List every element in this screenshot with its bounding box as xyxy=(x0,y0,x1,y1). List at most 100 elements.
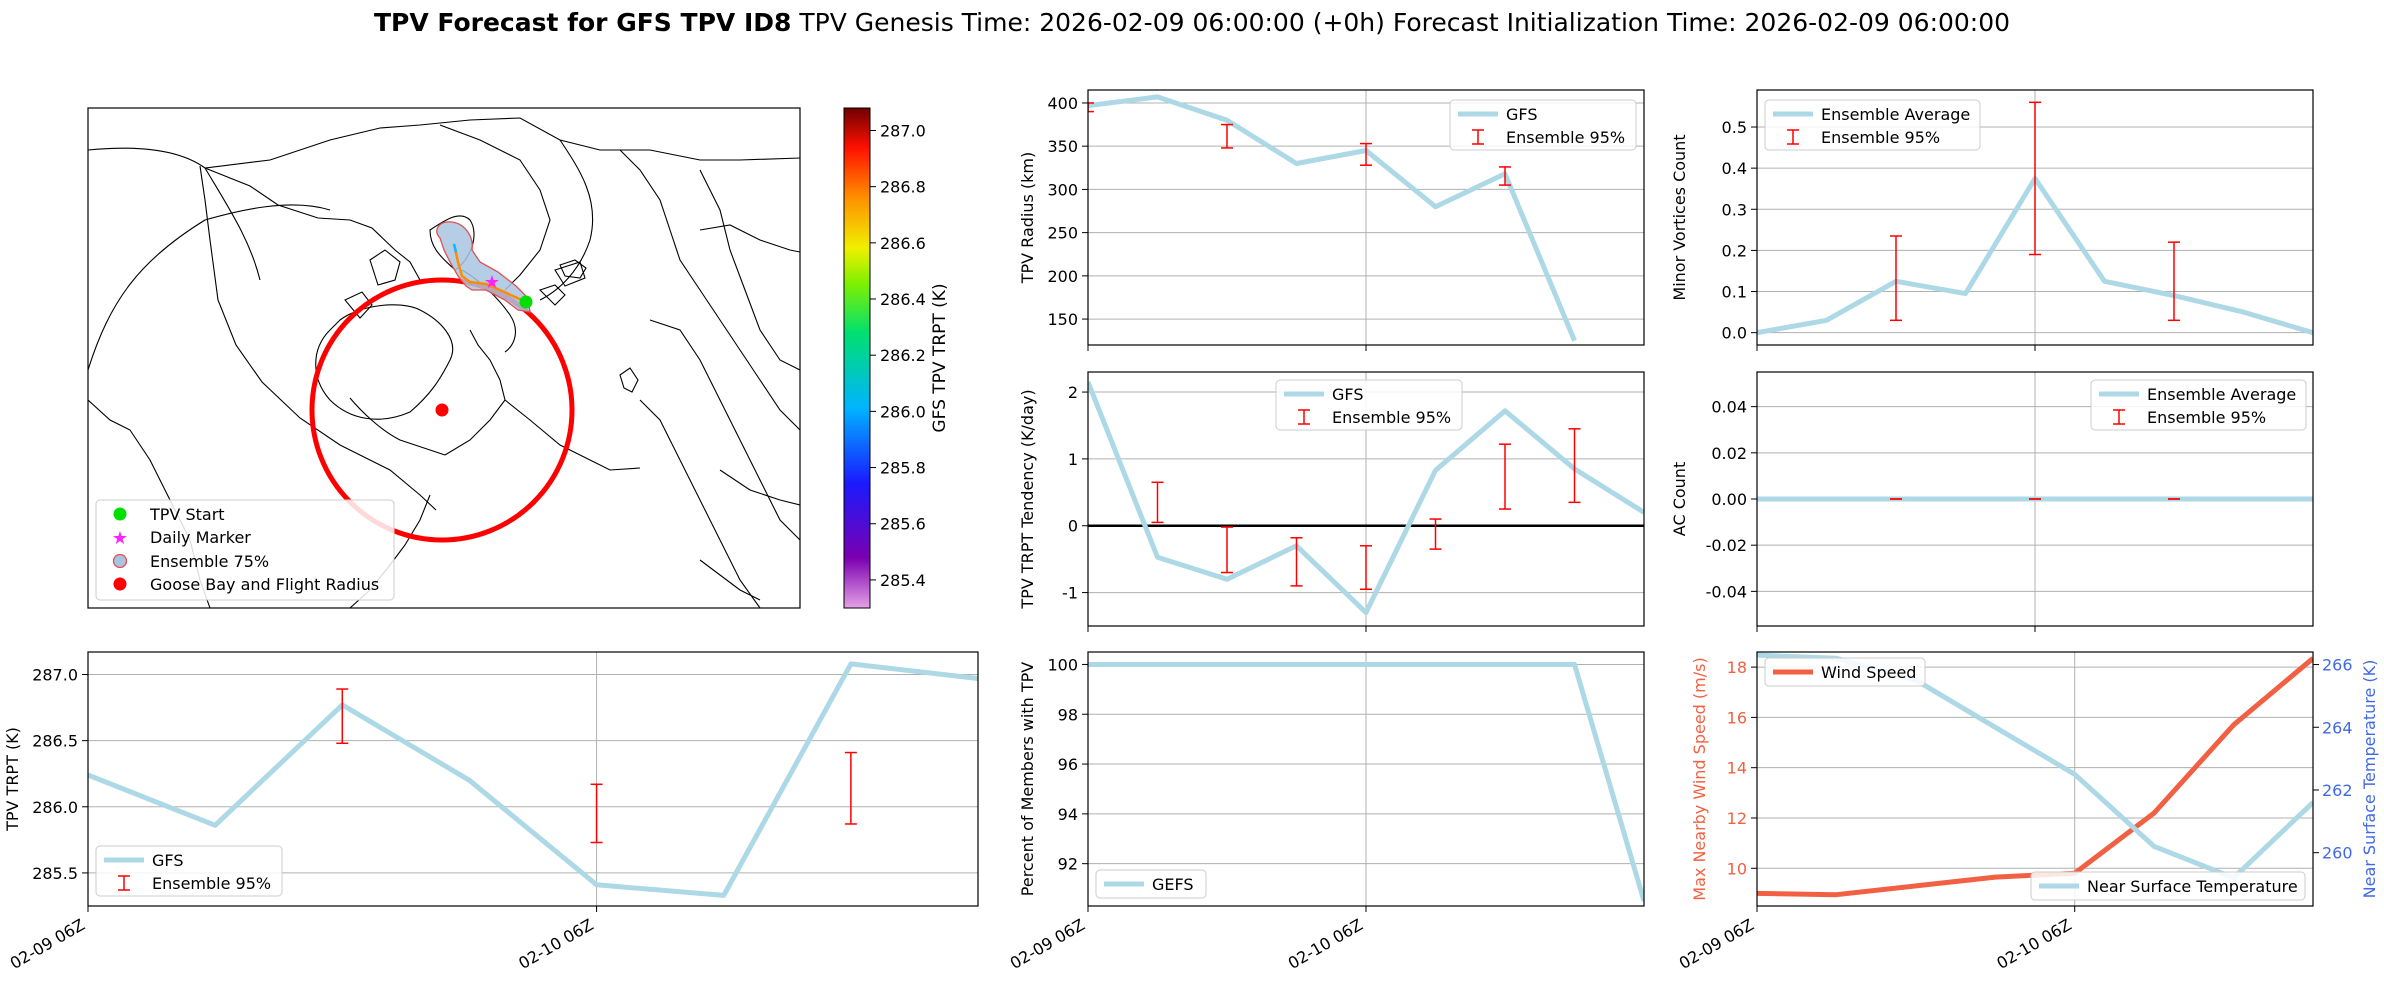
y-tick-label: 92 xyxy=(1058,855,1078,874)
legend-errorbar-label: Ensemble 95% xyxy=(1506,128,1625,147)
error-bar xyxy=(1088,102,1094,113)
legend-temp-label: Near Surface Temperature xyxy=(2087,877,2298,896)
x-tick-label: 02-09 06Z xyxy=(7,915,88,973)
y-right-tick-label: 264 xyxy=(2322,718,2353,737)
plot-background xyxy=(1757,652,2313,906)
y-axis-label: AC Count xyxy=(1670,462,1689,536)
error-bar xyxy=(1151,481,1164,524)
colorbar-label: GFS TPV TRPT (K) xyxy=(930,283,950,432)
y-tick-label: 12 xyxy=(1727,809,1747,828)
series-line-gfs xyxy=(88,661,978,898)
y-tick-label: 94 xyxy=(1058,805,1078,824)
error-bar xyxy=(2168,241,2180,322)
legend-series-label: Ensemble Average xyxy=(2147,385,2296,404)
y-tick-label: 2 xyxy=(1068,383,1078,402)
y-axis-label: Minor Vortices Count xyxy=(1670,134,1689,300)
colorbar-tick-label: 285.6 xyxy=(880,515,926,534)
legend: GFS Ensemble 95% xyxy=(1449,99,1637,151)
tpv-track-cold-segment xyxy=(452,243,458,253)
y-tick-label: 14 xyxy=(1727,759,1747,778)
colorbar-tick-label: 287.0 xyxy=(880,121,926,140)
legend: GEFS xyxy=(1095,869,1207,899)
legend-box xyxy=(2030,871,2306,901)
figure-title: TPV Forecast for GFS TPV ID8 TPV Genesis… xyxy=(374,8,2010,37)
y-tick-label: 0 xyxy=(1068,517,1078,536)
panel-ac-count: -0.04 -0.02 0.00 0.02 0.04 AC Count Ensemble A… xyxy=(1670,371,2314,632)
legend-ensemble-label: Ensemble 75% xyxy=(150,552,269,571)
colorbar-tick-label: 285.4 xyxy=(880,571,926,590)
y-right-tick-label: 262 xyxy=(2322,781,2353,800)
legend-errorbar-label: Ensemble 95% xyxy=(1332,408,1451,427)
y-tick-label: 96 xyxy=(1058,755,1078,774)
error-bar xyxy=(1499,443,1511,510)
y-tick-label: 287.0 xyxy=(32,665,78,684)
y-tick-label: 286.0 xyxy=(32,798,78,817)
colorbar-tick-label: 286.6 xyxy=(880,234,926,253)
legend-daily-marker: ★ xyxy=(112,528,128,549)
y-tick-label: 285.5 xyxy=(32,864,78,883)
legend-box xyxy=(1764,657,1926,687)
colorbar-gradient xyxy=(843,107,871,609)
y-tick-label: 286.5 xyxy=(32,732,78,751)
y-axis-label: TPV Radius (km) xyxy=(1018,152,1037,285)
y-tick-label: 150 xyxy=(1047,310,1078,329)
legend-series-label: GFS xyxy=(1506,105,1537,124)
y-tick-label: 300 xyxy=(1047,180,1078,199)
y-tick-label: 0.00 xyxy=(1711,490,1747,509)
x-tick-label: 02-09 06Z xyxy=(1007,915,1088,973)
goose-bay-dot xyxy=(435,403,449,417)
series-line-gefs xyxy=(1088,662,1644,902)
error-bar xyxy=(844,751,857,825)
daily-marker-star: ★ xyxy=(484,272,500,293)
colorbar-ticks: 287.0 286.8 286.6 286.4 286.2 286.0 285.8 285.6… xyxy=(870,121,926,590)
error-bar xyxy=(1499,166,1511,186)
series-line-gfs xyxy=(1088,94,1577,342)
legend-errorbar-label: Ensemble 95% xyxy=(2147,408,2266,427)
y-tick-label: 98 xyxy=(1058,705,1078,724)
y-tick-label: 250 xyxy=(1047,224,1078,243)
legend: Ensemble Average Ensemble 95% xyxy=(2090,379,2307,431)
y-tick-label: 1 xyxy=(1068,450,1078,469)
error-bar xyxy=(1429,518,1442,550)
error-bar xyxy=(336,688,349,745)
legend-goose-bay-label: Goose Bay and Flight Radius xyxy=(150,575,379,594)
legend-wind: Wind Speed xyxy=(1764,657,1926,687)
x-tick-label: 02-10 06Z xyxy=(1285,915,1366,973)
map-legend: TPV Start ★ Daily Marker Ensemble 75% Go… xyxy=(95,499,395,601)
legend-box xyxy=(1764,99,1981,151)
legend-tpv-start-label: TPV Start xyxy=(149,505,225,524)
legend-temperature: Near Surface Temperature xyxy=(2030,871,2306,901)
y-tick-label: -0.02 xyxy=(1706,536,1747,555)
colorbar: 287.0 286.8 286.6 286.4 286.2 286.0 285.8 285.6… xyxy=(843,107,950,609)
y-axis-label: TPV TRPT (K) xyxy=(3,727,22,832)
y-right-tick-label: 260 xyxy=(2322,844,2353,863)
colorbar-tick-label: 285.8 xyxy=(880,459,926,478)
legend-series-label: GEFS xyxy=(1152,875,1194,894)
legend-series-label: GFS xyxy=(152,851,183,870)
error-bar xyxy=(590,783,603,844)
y-axis-label: Max Nearby Wind Speed (m/s) xyxy=(1690,657,1709,900)
panel-tpv-radius: 150 200 250 300 350 400 TPV Radius (km) GFS Ense… xyxy=(1018,89,1645,351)
legend: GFS Ensemble 95% xyxy=(95,845,283,897)
legend-daily-marker-label: Daily Marker xyxy=(150,528,251,547)
y-tick-label: 400 xyxy=(1047,94,1078,113)
plot-frame xyxy=(1087,89,1645,346)
error-bar xyxy=(1568,428,1581,504)
flight-radius-circle xyxy=(309,277,575,543)
error-bar xyxy=(2029,101,2041,256)
plot-frame xyxy=(1087,371,1645,627)
figure-title-bold: TPV Forecast for GFS TPV ID8 xyxy=(374,8,791,37)
panel-tpv-trpt: 285.5 286.0 286.5 287.0 02-09 06Z 02-10 06Z TP… xyxy=(3,651,979,973)
y-tick-label: 200 xyxy=(1047,267,1078,286)
error-bar xyxy=(1360,545,1372,590)
colorbar-tick-label: 286.0 xyxy=(880,402,926,421)
series-line-gfs xyxy=(1088,381,1644,616)
y-tick-label: -1 xyxy=(1062,584,1078,603)
legend-series-label: GFS xyxy=(1332,385,1363,404)
error-bar xyxy=(1221,123,1233,149)
error-bar xyxy=(1890,235,1902,322)
x-tick-label: 02-09 06Z xyxy=(1676,915,1757,973)
y-tick-label: 0.2 xyxy=(1722,241,1747,260)
legend-errorbar-label: Ensemble 95% xyxy=(152,874,271,893)
legend-box xyxy=(2090,379,2307,431)
